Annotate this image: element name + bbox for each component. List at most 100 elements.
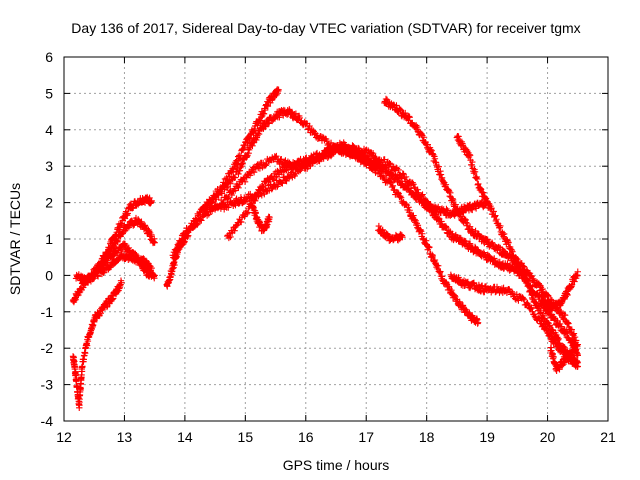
series-track-d bbox=[69, 277, 125, 411]
data-point bbox=[419, 191, 426, 198]
data-point bbox=[438, 218, 445, 225]
data-point bbox=[397, 194, 405, 201]
data-point bbox=[394, 189, 402, 196]
data-point bbox=[387, 178, 394, 186]
data-point bbox=[464, 220, 471, 228]
data-point bbox=[243, 210, 251, 217]
data-point bbox=[415, 189, 422, 196]
data-point bbox=[256, 117, 264, 124]
data-point bbox=[235, 184, 242, 192]
data-points bbox=[69, 86, 581, 411]
x-axis-title: GPS time / hours bbox=[283, 457, 390, 473]
y-axis-title: SDTVAR / TECUs bbox=[7, 183, 23, 295]
y-tick-label: -3 bbox=[41, 377, 54, 393]
data-point bbox=[435, 262, 442, 269]
data-point bbox=[474, 319, 482, 326]
series-track-n bbox=[453, 132, 581, 367]
data-point bbox=[382, 162, 389, 169]
data-point bbox=[466, 240, 474, 247]
data-point bbox=[241, 178, 249, 185]
data-point bbox=[508, 288, 516, 295]
data-point bbox=[227, 180, 234, 187]
data-point bbox=[151, 239, 158, 246]
data-point bbox=[275, 86, 282, 93]
y-tick-label: 2 bbox=[45, 195, 53, 211]
data-point bbox=[399, 233, 406, 241]
data-point bbox=[402, 173, 410, 181]
data-point bbox=[194, 221, 201, 228]
data-point bbox=[262, 123, 269, 130]
x-tick-label: 16 bbox=[298, 429, 314, 445]
y-tick-label: 1 bbox=[45, 231, 53, 247]
data-point bbox=[258, 114, 265, 121]
data-point bbox=[327, 152, 335, 160]
data-point bbox=[306, 122, 313, 130]
data-point bbox=[297, 167, 304, 174]
x-tick-label: 14 bbox=[177, 429, 193, 445]
data-point bbox=[386, 159, 393, 167]
x-tick-label: 19 bbox=[479, 429, 495, 445]
data-point bbox=[215, 191, 222, 199]
data-point bbox=[574, 268, 581, 275]
data-point bbox=[213, 195, 220, 203]
data-point bbox=[175, 243, 183, 251]
series-track-o bbox=[447, 271, 581, 370]
data-point bbox=[227, 233, 234, 241]
series-track-q bbox=[547, 344, 578, 375]
data-point bbox=[515, 297, 522, 304]
data-point bbox=[265, 120, 273, 127]
data-point bbox=[410, 181, 417, 188]
data-point bbox=[380, 173, 388, 181]
data-point bbox=[235, 170, 242, 178]
data-point bbox=[497, 222, 504, 230]
data-point bbox=[561, 312, 569, 319]
data-point bbox=[292, 170, 299, 177]
data-point bbox=[469, 158, 476, 166]
data-point bbox=[474, 175, 481, 183]
data-point bbox=[521, 296, 528, 304]
data-point bbox=[571, 345, 578, 352]
data-point bbox=[225, 204, 232, 211]
data-point bbox=[452, 201, 459, 208]
data-point bbox=[118, 279, 125, 286]
data-point bbox=[109, 295, 117, 302]
data-point bbox=[389, 182, 397, 190]
data-point bbox=[171, 261, 178, 269]
data-point bbox=[409, 179, 416, 186]
data-point bbox=[546, 322, 553, 329]
data-point bbox=[414, 186, 421, 193]
data-point bbox=[266, 213, 273, 221]
data-point bbox=[536, 317, 544, 324]
data-point bbox=[443, 205, 450, 213]
data-point bbox=[536, 304, 543, 311]
plot-frame bbox=[63, 56, 609, 422]
data-point bbox=[525, 301, 532, 309]
data-point bbox=[471, 168, 479, 176]
data-point bbox=[259, 182, 266, 190]
x-tick-label: 18 bbox=[419, 429, 435, 445]
data-point bbox=[262, 162, 269, 169]
data-point bbox=[252, 209, 259, 217]
x-tick-label: 17 bbox=[358, 429, 374, 445]
data-point bbox=[306, 157, 313, 165]
data-point bbox=[203, 206, 210, 213]
data-point bbox=[198, 217, 205, 224]
data-point bbox=[231, 174, 239, 181]
data-point bbox=[535, 315, 543, 323]
data-point bbox=[228, 191, 236, 199]
data-point bbox=[411, 184, 418, 191]
data-point bbox=[218, 190, 226, 197]
data-point bbox=[574, 341, 581, 348]
data-point bbox=[364, 159, 372, 166]
data-point bbox=[236, 181, 243, 188]
data-point bbox=[525, 282, 533, 290]
data-point bbox=[570, 330, 578, 337]
data-point bbox=[547, 330, 554, 337]
data-point bbox=[491, 255, 498, 262]
y-tick-label: 5 bbox=[45, 85, 53, 101]
data-point bbox=[83, 342, 91, 349]
data-point bbox=[278, 155, 285, 163]
data-point bbox=[574, 352, 581, 359]
